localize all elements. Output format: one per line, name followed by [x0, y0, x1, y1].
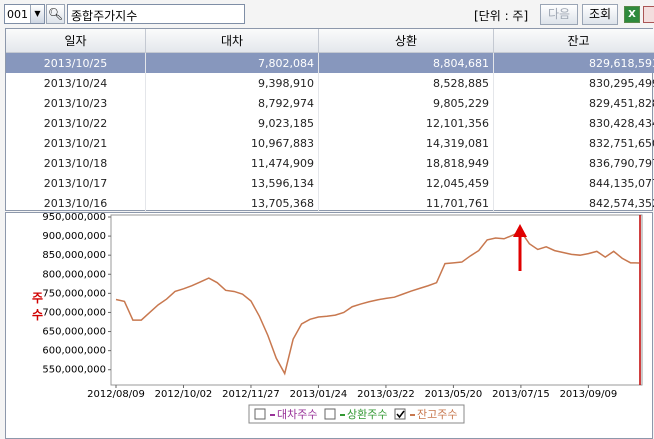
plot-frame	[110, 214, 643, 386]
table-cell: 13,705,368	[145, 193, 319, 213]
legend-checkbox[interactable]	[254, 408, 266, 420]
y-tick-label: 800,000,000	[42, 269, 106, 280]
header-row: 일자 대차 상환 잔고	[6, 29, 654, 53]
table-cell: 830,428,434	[493, 113, 654, 133]
y-tick-label: 550,000,000	[42, 365, 106, 376]
dropdown-arrow[interactable]: ▼	[30, 5, 44, 23]
table-cell: 9,805,229	[318, 93, 494, 113]
y-tick-label: 850,000,000	[42, 250, 106, 261]
chart-icon[interactable]	[643, 6, 654, 23]
table-cell: 832,751,650	[493, 133, 654, 153]
code-select[interactable]: 001 ▼	[4, 4, 45, 24]
search-button[interactable]: 🔍︎	[46, 4, 65, 24]
table-cell: 18,818,949	[318, 153, 494, 173]
x-tick-label: 2013/09/09	[560, 389, 618, 400]
legend-box	[248, 404, 465, 424]
y-tick-label: 650,000,000	[42, 327, 106, 338]
table-cell: 13,596,134	[145, 173, 319, 193]
table-cell: 8,792,974	[145, 93, 319, 113]
code-text: 001	[7, 8, 28, 21]
column-header[interactable]: 잔고	[493, 29, 654, 53]
table-cell: 9,023,185	[145, 113, 319, 133]
table-cell: 844,135,077	[493, 173, 654, 193]
table-cell: 2013/10/16	[6, 193, 146, 213]
y-axis-label-char: 수	[32, 308, 43, 322]
table-cell: 2013/10/17	[6, 173, 146, 193]
x-tick-label: 2013/01/24	[290, 389, 348, 400]
table-cell: 11,474,909	[145, 153, 319, 173]
query-button[interactable]: 조회	[582, 4, 618, 25]
table-cell: 2013/10/25	[6, 52, 146, 73]
table-cell: 830,295,499	[493, 73, 654, 93]
table-cell: 9,398,910	[145, 73, 319, 93]
x-tick-label: 2013/07/15	[492, 389, 550, 400]
table-cell: 829,451,828	[493, 93, 654, 113]
search-input[interactable]: 종합주가지수	[67, 4, 245, 24]
annotation-arrow-head	[513, 224, 527, 237]
table: 일자 대차 상환 잔고 2013/10/25 7,802,084 8,804,681 829,…	[6, 29, 654, 213]
legend-label: 잔고주수	[417, 408, 457, 421]
excel-icon[interactable]: X	[624, 6, 640, 23]
table-row[interactable]: 2013/10/16 13,705,368 11,701,761 842,574,35…	[6, 193, 654, 213]
table-cell: 2013/10/18	[6, 153, 146, 173]
y-tick-label: 750,000,000	[42, 288, 106, 299]
table-cell: 14,319,081	[318, 133, 494, 153]
table-cell: 12,101,356	[318, 113, 494, 133]
unit-label: [단위 : 주]	[474, 9, 529, 23]
table-cell: 11,701,761	[318, 193, 494, 213]
x-tick-label: 2012/10/02	[155, 389, 213, 400]
y-axis-label-char: 주	[32, 291, 43, 305]
table-row[interactable]: 2013/10/24 9,398,910 8,528,885 830,295,499	[6, 73, 654, 93]
y-tick-label: 600,000,000	[42, 346, 106, 357]
table-cell: 7,802,084	[145, 52, 319, 73]
table-cell: 8,528,885	[318, 73, 494, 93]
table-cell: 842,574,352	[493, 193, 654, 213]
table-cell: 2013/10/22	[6, 113, 146, 133]
table-cell: 10,967,883	[145, 133, 319, 153]
table-row[interactable]: 2013/10/17 13,596,134 12,045,459 844,135,07…	[6, 173, 654, 193]
legend-label: 상환주수	[347, 408, 387, 421]
legend-check	[396, 410, 405, 419]
table-row[interactable]: 2013/10/21 10,967,883 14,319,081 832,751,65…	[6, 133, 654, 153]
y-tick-label: 900,000,000	[42, 231, 106, 242]
table-body: 2013/10/25 7,802,084 8,804,681 829,618,593 2…	[6, 52, 654, 213]
table-cell: 836,790,797	[493, 153, 654, 173]
legend-checkbox[interactable]	[324, 408, 336, 420]
column-header[interactable]: 대차	[145, 29, 319, 53]
legend-label: 대차주수	[277, 408, 317, 421]
table-cell: 2013/10/23	[6, 93, 146, 113]
chart-panel: 550,000,000 600,000,000 650,000,000 700,000…	[5, 212, 653, 439]
column-header[interactable]: 상환	[318, 29, 494, 53]
x-tick-label: 2013/05/20	[425, 389, 483, 400]
series-line	[115, 230, 640, 376]
table-row[interactable]: 2013/10/23 8,792,974 9,805,229 829,451,828	[6, 93, 654, 113]
table-row[interactable]: 2013/10/25 7,802,084 8,804,681 829,618,593	[6, 52, 654, 73]
y-tick-label: 950,000,000	[42, 213, 106, 223]
data-table: 일자 대차 상환 잔고 2013/10/25 7,802,084 8,804,681 829,…	[5, 28, 654, 213]
table-cell: 829,618,593	[493, 52, 654, 73]
table-row[interactable]: 2013/10/18 11,474,909 18,818,949 836,790,79…	[6, 153, 654, 173]
table-cell: 2013/10/24	[6, 73, 146, 93]
chart: 550,000,000 600,000,000 650,000,000 700,000…	[32, 213, 643, 424]
table-cell: 2013/10/21	[6, 133, 146, 153]
table-cell: 8,804,681	[318, 52, 494, 73]
legend-checkbox[interactable]	[394, 408, 406, 420]
y-tick-label: 700,000,000	[42, 307, 106, 318]
x-tick-label: 2013/03/22	[357, 389, 415, 400]
x-tick-label: 2012/08/09	[87, 389, 145, 400]
next-button[interactable]: 다음	[540, 4, 578, 25]
x-tick-label: 2012/11/27	[222, 389, 280, 400]
table-row[interactable]: 2013/10/22 9,023,185 12,101,356 830,428,434	[6, 113, 654, 133]
column-header[interactable]: 일자	[6, 29, 146, 53]
table-cell: 12,045,459	[318, 173, 494, 193]
